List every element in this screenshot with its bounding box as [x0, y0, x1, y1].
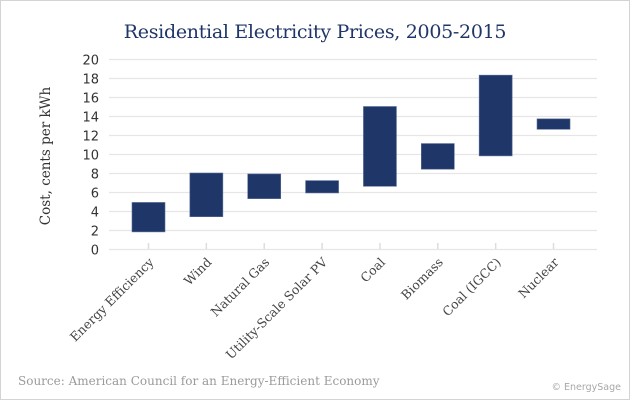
x-category-label: Coal	[357, 255, 388, 286]
y-tick-label: 14	[82, 111, 99, 126]
source-note: Source: American Council for an Energy-E…	[18, 374, 380, 388]
x-category-label: Nuclear	[515, 254, 562, 301]
range-bar	[536, 118, 571, 130]
y-tick-label: 2	[91, 225, 99, 240]
y-tick-label: 20	[82, 54, 99, 69]
gridlines	[109, 58, 597, 251]
y-tick-label: 12	[82, 130, 99, 145]
bars	[131, 74, 571, 233]
x-category-label: Utility-Scale Solar PV	[223, 254, 331, 362]
y-axis-label: Cost, cents per kWh	[38, 86, 54, 225]
y-tick-label: 10	[82, 149, 99, 164]
range-bar	[478, 74, 513, 157]
x-category-label: Biomass	[398, 255, 446, 303]
x-category-label: Natural Gas	[207, 255, 272, 320]
x-category-label: Coal (IGCC)	[439, 255, 504, 320]
range-bar	[131, 202, 166, 233]
range-bar	[363, 106, 397, 187]
y-tick-label: 4	[91, 206, 99, 221]
chart-title: Residential Electricity Prices, 2005-201…	[123, 21, 507, 43]
y-axis-ticks: 0 2 4 6 8 10 12 14 16 18 20	[82, 54, 99, 259]
copyright-credit: © EnergySage	[551, 382, 621, 393]
y-tick-label: 16	[82, 92, 99, 107]
y-tick-label: 6	[91, 187, 99, 202]
y-tick-label: 0	[91, 244, 99, 259]
y-tick-label: 18	[82, 73, 99, 88]
range-bar	[247, 173, 282, 199]
range-bar	[189, 172, 224, 218]
range-bar	[305, 180, 339, 194]
x-axis-ticks	[147, 243, 555, 249]
x-category-label: Energy Efficiency	[67, 254, 158, 345]
x-category-label: Wind	[181, 255, 215, 289]
y-tick-label: 8	[91, 168, 99, 183]
range-bar	[420, 143, 455, 170]
